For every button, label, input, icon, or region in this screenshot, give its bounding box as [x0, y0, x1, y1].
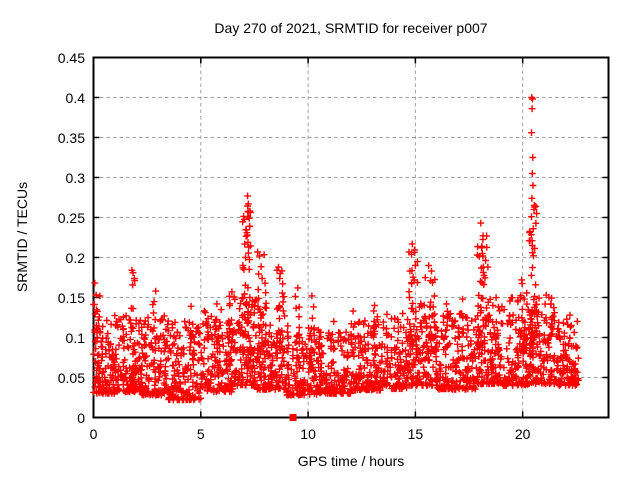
- y-tick-label: 0.15: [57, 289, 85, 306]
- y-tick-label: 0.45: [57, 49, 85, 66]
- x-axis-label: GPS time / hours: [297, 453, 405, 469]
- y-tick-label: 0.1: [65, 329, 85, 346]
- x-tick-label: 0: [89, 426, 98, 442]
- chart-title: Day 270 of 2021, SRMTID for receiver p00…: [214, 20, 488, 36]
- y-tick-label: 0: [77, 409, 85, 426]
- y-tick-label: 0.35: [57, 129, 85, 146]
- border-rect: [92, 56, 610, 419]
- y-tick-label: 0.05: [57, 369, 85, 386]
- y-tick-label: 0.3: [65, 169, 85, 186]
- y-tick-label: 0.2: [65, 249, 85, 266]
- x-tick-label: 20: [514, 426, 531, 442]
- x-tick-label: 5: [196, 426, 205, 442]
- flag-square: [289, 414, 297, 421]
- plot-border: [92, 56, 610, 419]
- flag-square-marker: [289, 414, 297, 421]
- y-tick-label: 0.4: [65, 89, 85, 106]
- data-points-series: [90, 94, 582, 404]
- x-tick-label: 15: [407, 426, 424, 442]
- scatter-plus-markers: [90, 94, 582, 404]
- x-tick-label: 10: [300, 426, 316, 442]
- y-tick-label: 0.25: [57, 209, 85, 226]
